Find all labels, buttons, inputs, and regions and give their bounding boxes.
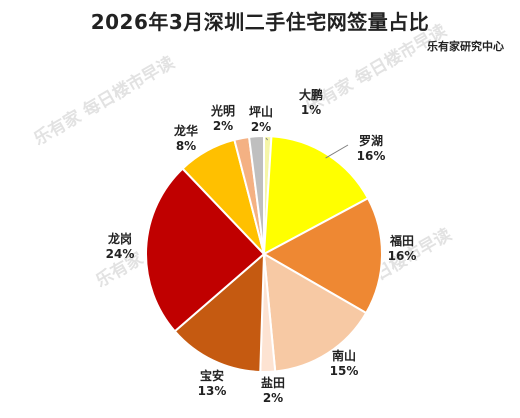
slice-name-5: 盐田 — [261, 375, 285, 390]
slice-name-7: 龙岗 — [108, 231, 132, 246]
slice-name-4: 南山 — [332, 348, 356, 363]
pie-slice-3 — [261, 196, 383, 315]
slice-name-8: 龙华 — [174, 123, 198, 138]
slice-value-3: 16% — [388, 249, 417, 263]
slice-value-9: 2% — [213, 119, 233, 133]
slice-label-3: 福田 16% — [388, 233, 417, 263]
pie-slice-10 — [247, 134, 265, 255]
slice-value-6: 13% — [198, 384, 227, 398]
slice-labels: 大鹏 1%罗湖 16%福田 16%南山 15%盐田 2%宝安 13%龙岗 24%龙华 8%光明 2… — [106, 87, 417, 405]
slice-value-7: 24% — [106, 247, 135, 261]
leader-line-1 — [265, 137, 268, 141]
chart-title: 2026年3月深圳二手住宅网签量占比 — [90, 10, 430, 34]
leader-lines — [265, 137, 349, 159]
slice-value-2: 16% — [357, 149, 386, 163]
pie-slice-4 — [262, 252, 368, 373]
slice-value-1: 1% — [301, 103, 321, 117]
slice-label-4: 南山 15% — [330, 348, 359, 378]
slice-name-2: 罗湖 — [359, 133, 383, 148]
slice-name-3: 福田 — [389, 233, 414, 248]
slice-name-1: 大鹏 — [299, 87, 323, 102]
slice-label-2: 罗湖 16% — [357, 133, 386, 163]
slice-value-8: 8% — [176, 139, 196, 153]
source-label: 乐有家研究中心 — [427, 40, 504, 53]
pie-slice-7 — [145, 167, 266, 333]
slice-label-7: 龙岗 24% — [106, 231, 135, 261]
pie-slice-2 — [262, 135, 370, 256]
slice-name-9: 光明 — [210, 103, 235, 118]
slice-label-5: 盐田 2% — [261, 375, 285, 405]
slice-value-5: 2% — [263, 391, 283, 405]
pie-slices — [145, 134, 383, 374]
leader-line-2 — [325, 144, 349, 159]
slice-name-10: 坪山 — [249, 104, 273, 119]
slice-label-6: 宝安 13% — [198, 368, 227, 398]
slice-value-10: 2% — [251, 120, 271, 134]
pie-slice-6 — [173, 251, 266, 373]
slice-label-8: 龙华 8% — [174, 123, 198, 153]
slice-label-9: 光明 2% — [210, 103, 235, 133]
slice-value-4: 15% — [330, 364, 359, 378]
slice-name-6: 宝安 — [200, 368, 224, 383]
slice-label-1: 大鹏 1% — [299, 87, 323, 117]
slice-label-10: 坪山 2% — [249, 104, 273, 134]
